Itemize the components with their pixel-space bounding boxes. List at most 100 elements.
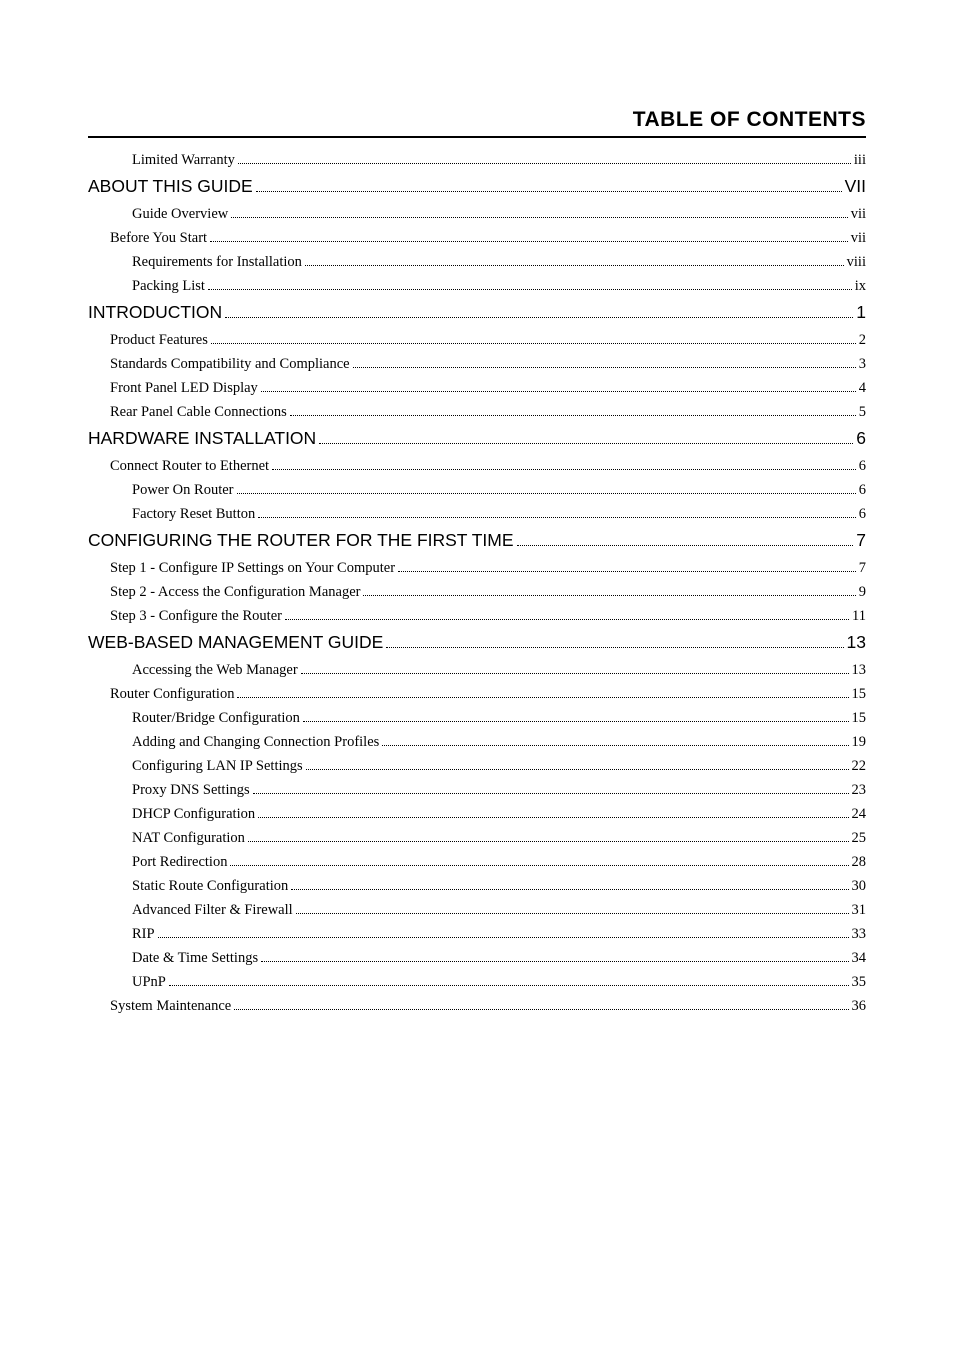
toc-leader-dots [319, 443, 853, 444]
toc-entry-label: Product Features [110, 332, 208, 349]
toc-entry-page: 13 [847, 632, 866, 653]
toc-leader-dots [258, 817, 848, 818]
toc-entry-label: Date & Time Settings [132, 950, 258, 967]
toc-entry-label: Router/Bridge Configuration [132, 710, 300, 727]
toc-entry: Step 3 - Configure the Router 11 [110, 608, 866, 625]
toc-entry: System Maintenance 36 [110, 998, 866, 1015]
toc-leader-dots [290, 415, 856, 416]
toc-leader-dots [237, 493, 856, 494]
toc-entry-label: Step 2 - Access the Configuration Manage… [110, 584, 360, 601]
toc-entry-label: Power On Router [132, 482, 234, 499]
toc-entry-page: 9 [859, 584, 866, 601]
toc-entry-label: Before You Start [110, 230, 207, 247]
toc-entry: Factory Reset Button 6 [132, 506, 866, 523]
toc-leader-dots [258, 517, 856, 518]
toc-entry-page: 11 [852, 608, 866, 625]
toc-entry-label: Step 1 - Configure IP Settings on Your C… [110, 560, 395, 577]
toc-entry: CONFIGURING THE ROUTER FOR THE FIRST TIM… [88, 530, 866, 551]
toc-entry: Product Features 2 [110, 332, 866, 349]
toc-entry-page: 19 [852, 734, 867, 751]
toc-leader-dots [158, 937, 849, 938]
toc-entry-label: WEB-BASED MANAGEMENT GUIDE [88, 632, 383, 653]
toc-entry-label: Step 3 - Configure the Router [110, 608, 282, 625]
toc-entry: Before You Start vii [110, 230, 866, 247]
toc-entry-label: Advanced Filter & Firewall [132, 902, 293, 919]
toc-leader-dots [248, 841, 849, 842]
toc-leader-dots [211, 343, 856, 344]
toc-entry-label: Requirements for Installation [132, 254, 302, 271]
toc-entry-page: iii [854, 152, 866, 169]
toc-leader-dots [210, 241, 848, 242]
toc-entry-page: 2 [859, 332, 866, 349]
toc-entry-page: 34 [852, 950, 867, 967]
toc-entry-page: VII [845, 176, 866, 197]
toc-leader-dots [386, 647, 843, 648]
toc-entry-label: Connect Router to Ethernet [110, 458, 269, 475]
toc-entry-label: Port Redirection [132, 854, 227, 871]
toc-leader-dots [306, 769, 849, 770]
toc-entry: Power On Router 6 [132, 482, 866, 499]
toc-leader-dots [208, 289, 852, 290]
toc-leader-dots [382, 745, 848, 746]
toc-leader-dots [230, 865, 848, 866]
toc-entry: Accessing the Web Manager 13 [132, 662, 866, 679]
toc-entry-label: Configuring LAN IP Settings [132, 758, 303, 775]
toc-entry-page: 4 [859, 380, 866, 397]
toc-leader-dots [225, 317, 853, 318]
toc-entry: HARDWARE INSTALLATION 6 [88, 428, 866, 449]
toc-entry-label: Accessing the Web Manager [132, 662, 298, 679]
toc-entry: Connect Router to Ethernet 6 [110, 458, 866, 475]
toc-entry: Standards Compatibility and Compliance 3 [110, 356, 866, 373]
toc-entry-label: CONFIGURING THE ROUTER FOR THE FIRST TIM… [88, 530, 514, 551]
toc-list: Limited Warranty iiiABOUT THIS GUIDE VII… [88, 152, 866, 1015]
toc-entry: Router/Bridge Configuration 15 [132, 710, 866, 727]
toc-entry-label: System Maintenance [110, 998, 231, 1015]
toc-leader-dots [261, 961, 848, 962]
toc-entry: Step 2 - Access the Configuration Manage… [110, 584, 866, 601]
toc-entry-page: 6 [859, 506, 866, 523]
toc-entry-page: 6 [856, 428, 866, 449]
toc-leader-dots [231, 217, 847, 218]
toc-entry: Requirements for Installation viii [132, 254, 866, 271]
toc-entry-page: 1 [856, 302, 866, 323]
toc-entry: Proxy DNS Settings 23 [132, 782, 866, 799]
toc-entry: ABOUT THIS GUIDE VII [88, 176, 866, 197]
toc-entry-page: 15 [852, 686, 867, 703]
toc-entry: Static Route Configuration 30 [132, 878, 866, 895]
toc-leader-dots [517, 545, 854, 546]
toc-entry: INTRODUCTION 1 [88, 302, 866, 323]
toc-entry-label: RIP [132, 926, 155, 943]
toc-entry-page: vii [851, 206, 866, 223]
toc-leader-dots [253, 793, 849, 794]
toc-entry-page: 24 [852, 806, 867, 823]
toc-entry-page: 36 [852, 998, 867, 1015]
toc-entry-page: 3 [859, 356, 866, 373]
toc-entry-label: Guide Overview [132, 206, 228, 223]
toc-entry: UPnP 35 [132, 974, 866, 991]
toc-leader-dots [296, 913, 849, 914]
toc-entry-page: vii [851, 230, 866, 247]
toc-entry-label: ABOUT THIS GUIDE [88, 176, 253, 197]
toc-entry-label: Adding and Changing Connection Profiles [132, 734, 379, 751]
toc-entry-page: viii [847, 254, 866, 271]
page-title: TABLE OF CONTENTS [88, 108, 866, 138]
toc-entry: Step 1 - Configure IP Settings on Your C… [110, 560, 866, 577]
toc-entry: Adding and Changing Connection Profiles … [132, 734, 866, 751]
toc-leader-dots [234, 1009, 848, 1010]
toc-entry: Packing List ix [132, 278, 866, 295]
toc-entry-page: ix [855, 278, 866, 295]
toc-entry-page: 30 [852, 878, 867, 895]
toc-entry-label: Static Route Configuration [132, 878, 288, 895]
toc-entry: Date & Time Settings 34 [132, 950, 866, 967]
toc-entry-label: UPnP [132, 974, 166, 991]
toc-leader-dots [261, 391, 856, 392]
toc-entry-page: 15 [852, 710, 867, 727]
toc-entry-page: 5 [859, 404, 866, 421]
toc-entry: DHCP Configuration 24 [132, 806, 866, 823]
toc-entry-page: 13 [852, 662, 867, 679]
toc-entry-page: 28 [852, 854, 867, 871]
toc-entry-page: 35 [852, 974, 867, 991]
toc-entry-label: Packing List [132, 278, 205, 295]
toc-entry: WEB-BASED MANAGEMENT GUIDE 13 [88, 632, 866, 653]
toc-entry-page: 6 [859, 482, 866, 499]
